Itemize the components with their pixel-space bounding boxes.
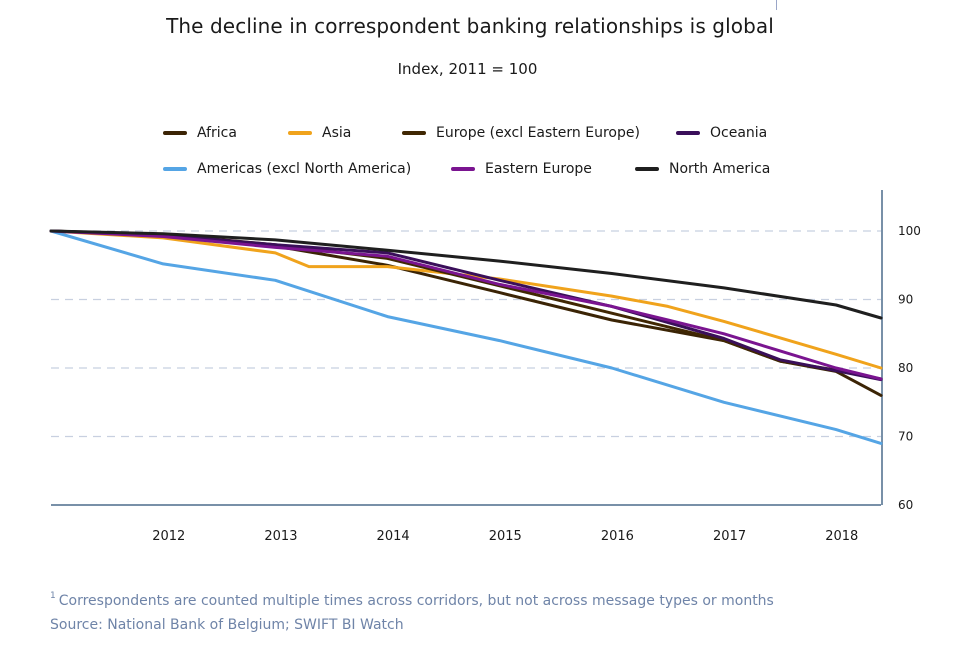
footnote-marker: 1 — [50, 591, 56, 601]
series-line-europe-excl-eastern-europe — [49, 229, 883, 381]
chart-title: The decline in correspondent banking rel… — [166, 14, 774, 38]
footnote: 1 Correspondents are counted multiple tim… — [50, 591, 774, 609]
legend-swatch — [288, 131, 312, 135]
legend-label: Oceania — [710, 125, 768, 141]
x-tick-label: 2015 — [489, 529, 522, 544]
footnote-text: Correspondents are counted multiple time… — [58, 593, 774, 609]
legend-item-americas: Americas (excl North America) — [163, 161, 411, 177]
x-tick-label: 2017 — [713, 529, 746, 544]
series-line-oceania — [49, 229, 883, 382]
legend-swatch — [163, 131, 187, 135]
chart-subtitle: Index, 2011 = 100 — [397, 60, 538, 78]
legend-item-asia: Asia — [288, 125, 351, 141]
y-tick-label: 100 — [898, 224, 921, 238]
source-note: Source: National Bank of Belgium; SWIFT … — [50, 617, 404, 633]
x-tick-label: 2016 — [601, 529, 634, 544]
y-tick-label: 60 — [898, 498, 913, 512]
legend-item-europe: Europe (excl Eastern Europe) — [402, 125, 640, 141]
series-line-africa — [49, 229, 883, 397]
legend-swatch — [451, 167, 475, 171]
legend-item-africa: Africa — [163, 125, 237, 141]
y-tick-label: 90 — [898, 293, 913, 307]
x-tick-label: 2013 — [264, 529, 297, 544]
top-edge-marker — [776, 0, 777, 10]
legend-label: Asia — [322, 125, 352, 141]
legend-label: Eastern Europe — [485, 161, 592, 177]
series-line-americas-excl-north-america — [49, 229, 883, 445]
y-tick-label: 70 — [898, 430, 913, 444]
series-line-eastern-europe — [49, 229, 883, 381]
y-tick-label: 80 — [898, 361, 913, 375]
x-tick-label: 2012 — [152, 529, 185, 544]
legend-label: North America — [669, 161, 771, 177]
x-tick-label: 2014 — [377, 529, 410, 544]
legend-swatch — [676, 131, 700, 135]
legend-swatch — [635, 167, 659, 171]
legend: Africa Asia Europe (excl Eastern Europe)… — [0, 0, 955, 190]
legend-item-oceania: Oceania — [676, 125, 767, 141]
series-line-north-america — [49, 229, 883, 320]
legend-label: Europe (excl Eastern Europe) — [436, 125, 640, 141]
legend-item-eastern-europe: Eastern Europe — [451, 161, 592, 177]
legend-label: Africa — [197, 125, 237, 141]
legend-item-north-america: North America — [635, 161, 770, 177]
x-tick-label: 2018 — [825, 529, 858, 544]
legend-swatch — [163, 167, 187, 171]
legend-swatch — [402, 131, 426, 135]
legend-label: Americas (excl North America) — [197, 161, 412, 177]
